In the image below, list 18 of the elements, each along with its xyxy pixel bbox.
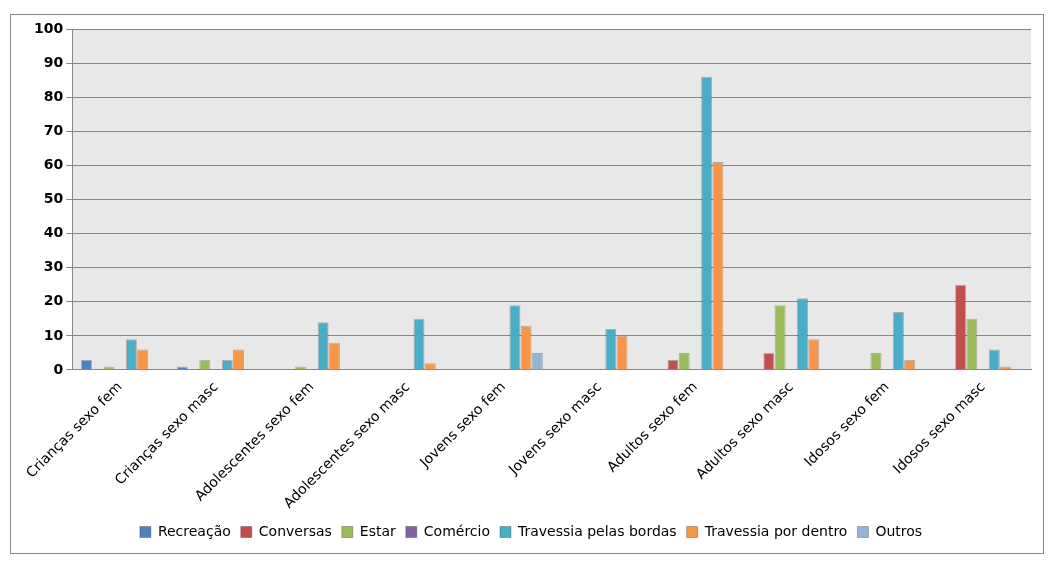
y-tick-label: 50 (43, 190, 64, 207)
legend-label: Travessia por dentro (703, 522, 848, 539)
y-tick-label: 60 (43, 156, 64, 173)
y-tick-label: 90 (43, 53, 64, 70)
legend-label: Estar (359, 522, 397, 539)
legend-label: Comércio (423, 522, 490, 539)
y-tick-label: 80 (43, 87, 64, 104)
y-tick-label: 100 (33, 19, 64, 36)
y-tick-label: 20 (43, 292, 64, 309)
legend-label: Conversas (258, 522, 332, 539)
y-tick-label: 0 (53, 360, 64, 377)
y-tick-label: 40 (43, 224, 64, 241)
legend-label: Travessia pelas bordas (516, 522, 677, 539)
y-tick-label: 30 (43, 258, 64, 275)
legend-label: Recreação (157, 522, 231, 539)
y-tick-label: 70 (43, 121, 64, 138)
legend-label: Outros (875, 522, 923, 539)
y-tick-label: 10 (43, 326, 64, 343)
